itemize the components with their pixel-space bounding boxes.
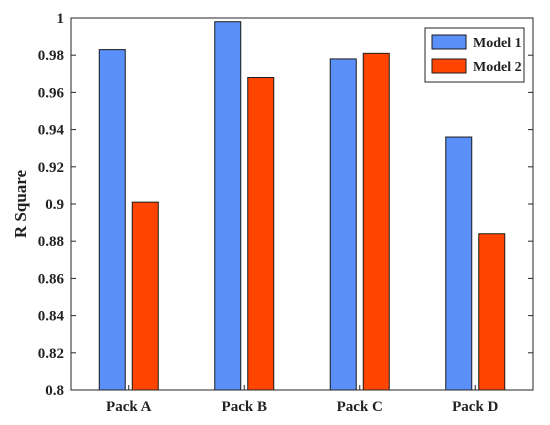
legend-label: Model 2: [473, 60, 522, 75]
y-tick-label: 0.98: [38, 48, 64, 64]
y-tick-label: 0.8: [45, 383, 64, 399]
x-tick-label: Pack A: [106, 399, 152, 415]
bar-pack-d-series-2: [478, 233, 506, 391]
bar-pack-b-series-2: [247, 77, 275, 391]
plot-frame: [70, 17, 534, 391]
y-tick-label: 0.96: [38, 85, 65, 101]
bar-pack-a-series-1: [98, 49, 126, 391]
bar-pack-d-series-1: [445, 136, 473, 391]
y-tick-label: 1: [57, 11, 65, 27]
bar-pack-a-series-2: [131, 201, 159, 391]
x-tick-label: Pack B: [222, 399, 267, 415]
bar-pack-b-series-1: [214, 21, 242, 391]
bar-pack-c-series-2: [362, 52, 390, 391]
y-tick-label: 0.9: [45, 197, 64, 213]
legend-swatch: [431, 34, 467, 50]
legend-label: Model 1: [473, 36, 522, 51]
bar-pack-c-series-1: [329, 58, 357, 391]
x-tick-label: Pack C: [337, 399, 383, 415]
legend-swatch: [431, 58, 467, 74]
y-axis-label: R Square: [11, 169, 30, 238]
y-tick-label: 0.88: [38, 234, 64, 250]
y-tick-label: 0.94: [38, 123, 65, 139]
y-tick-label: 0.82: [38, 346, 64, 362]
bars-group: [98, 21, 506, 391]
x-axis-ticks: Pack A Pack B Pack C Pack D: [106, 385, 499, 415]
y-tick-label: 0.92: [38, 160, 64, 176]
legend: Model 1 Model 2: [424, 27, 525, 83]
y-tick-label: 0.86: [38, 271, 65, 287]
x-tick-label: Pack D: [452, 399, 498, 415]
y-tick-label: 0.84: [38, 309, 65, 325]
